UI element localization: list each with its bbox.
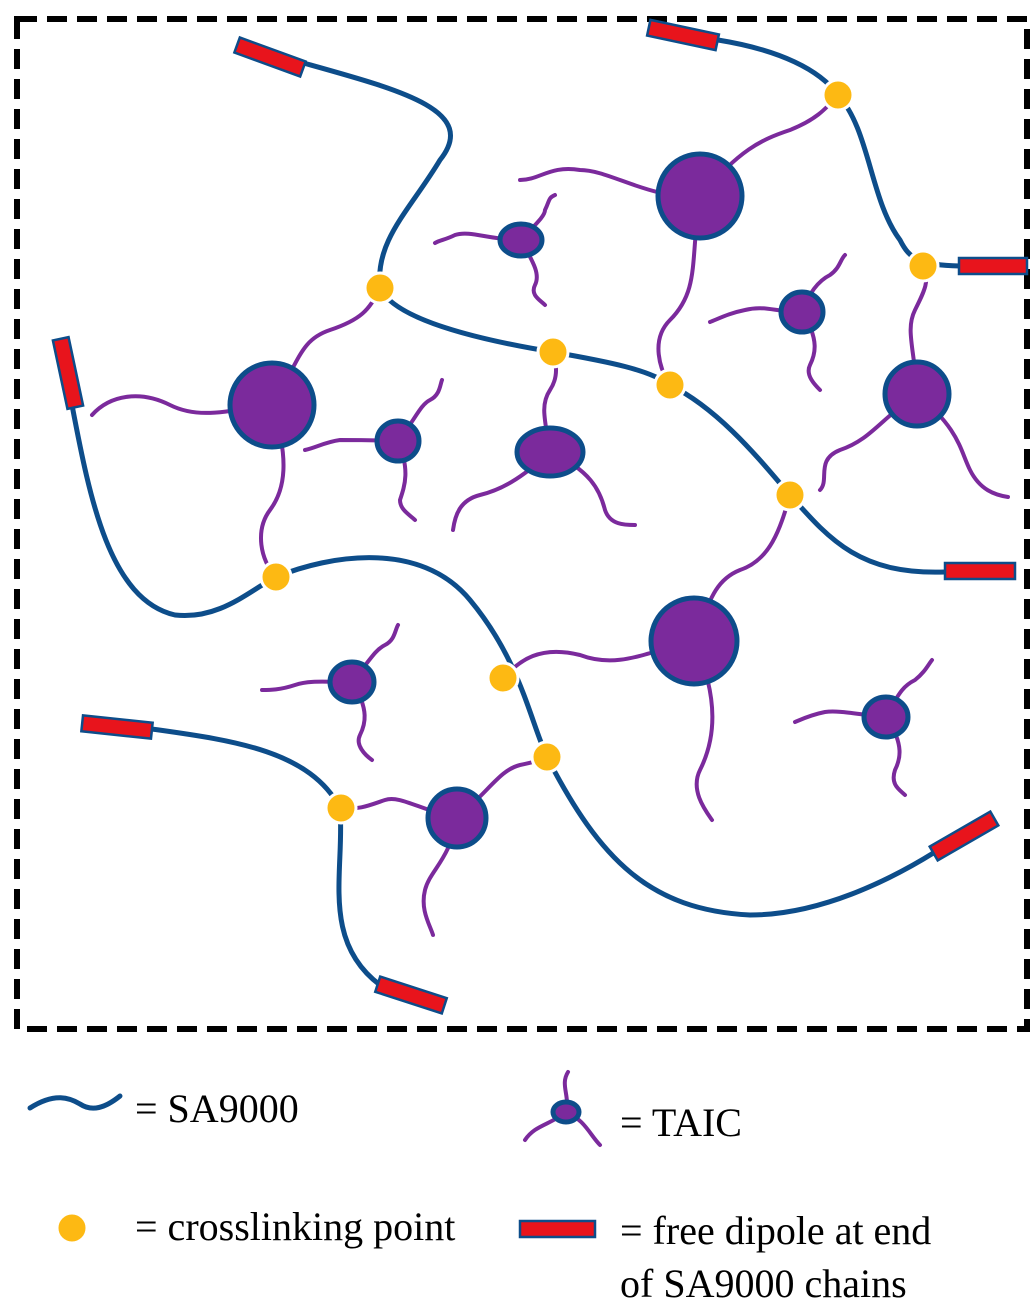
sa9000-chains	[72, 40, 960, 985]
taic-arms	[92, 95, 1008, 935]
dipoles	[53, 20, 1027, 1014]
legend-crosslink: = crosslinking point	[135, 1204, 455, 1249]
diagram: = SA9000 = TAIC = crosslinking point = f…	[0, 0, 1032, 1304]
legend: = SA9000 = TAIC = crosslinking point = f…	[30, 1072, 931, 1304]
legend-dipole-line2: of SA9000 chains	[620, 1261, 907, 1304]
frame	[17, 19, 1027, 1029]
legend-dipole-line1: = free dipole at end	[620, 1208, 931, 1253]
legend-taic: = TAIC	[620, 1100, 742, 1145]
legend-sa9000: = SA9000	[135, 1086, 299, 1131]
